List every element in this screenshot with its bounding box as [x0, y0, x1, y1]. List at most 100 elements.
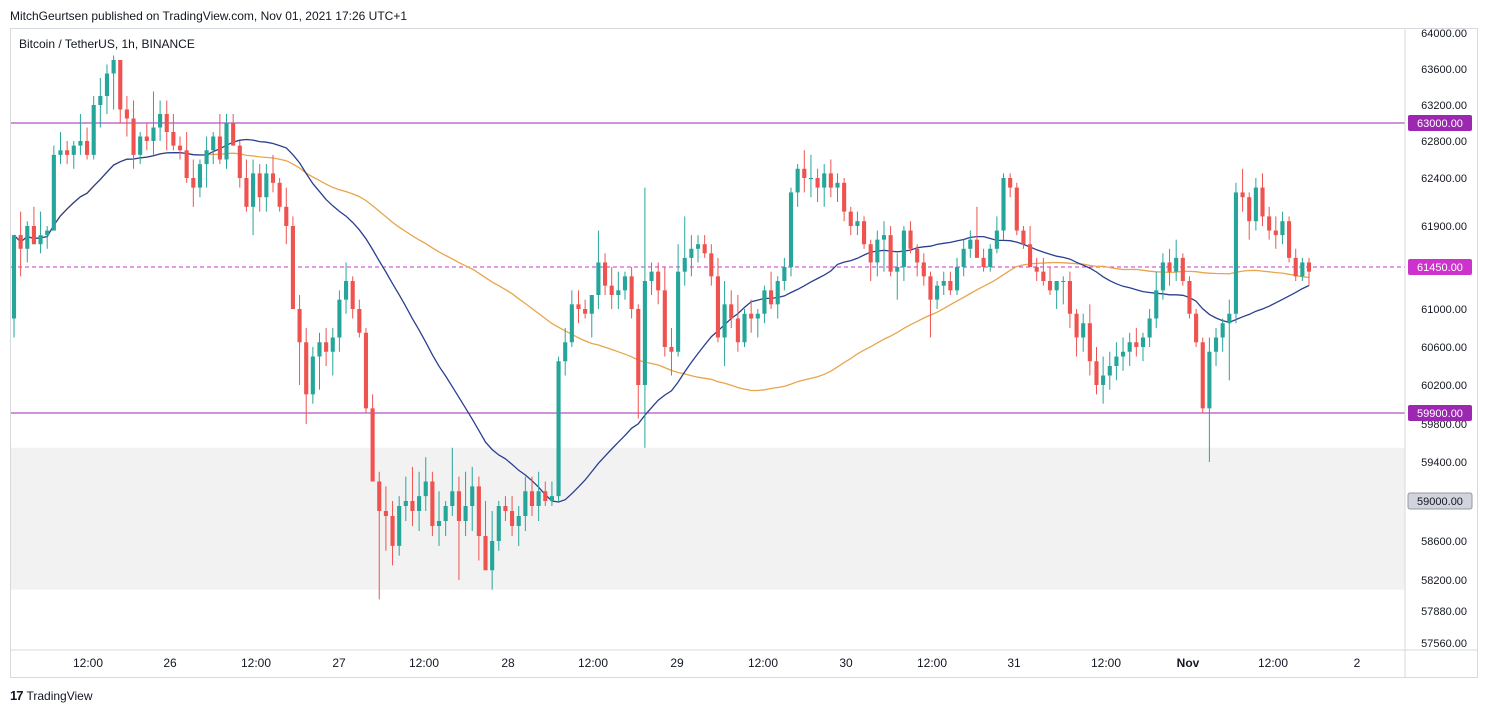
- candle-body: [702, 244, 707, 254]
- candle-body: [1180, 257, 1185, 281]
- candle: [1067, 271, 1072, 328]
- candle: [1207, 337, 1212, 462]
- candle: [118, 60, 123, 123]
- candle: [84, 127, 90, 160]
- candle-body: [1034, 267, 1039, 272]
- candle-body: [476, 486, 481, 536]
- candle-body: [317, 342, 322, 357]
- candle-body: [224, 123, 229, 160]
- price-label-text: 59000.00: [1417, 496, 1463, 508]
- x-tick-label: 28: [501, 656, 515, 670]
- candle-body: [1293, 257, 1298, 277]
- candle-body: [71, 145, 76, 155]
- candle-body: [649, 271, 654, 281]
- candle-body: [1287, 221, 1292, 258]
- candle-body: [875, 239, 880, 263]
- y-tick-label: 63600.00: [1421, 64, 1467, 76]
- y-tick-label: 62400.00: [1421, 173, 1467, 185]
- candle: [343, 262, 349, 314]
- candle-body: [1240, 192, 1245, 198]
- candle: [569, 290, 574, 347]
- candle: [1120, 337, 1126, 371]
- candle: [217, 114, 222, 165]
- candle-body: [1273, 230, 1278, 236]
- candle: [65, 141, 70, 165]
- candle-body: [1154, 290, 1159, 319]
- x-tick-label: 12:00: [1091, 656, 1121, 670]
- candle: [1041, 257, 1046, 286]
- candle-body: [695, 244, 701, 249]
- x-tick-label: 29: [670, 656, 684, 670]
- price-label-text: 61450.00: [1417, 262, 1463, 274]
- candle-body: [1194, 313, 1199, 343]
- candle-body: [1140, 337, 1146, 347]
- x-tick-label: 27: [332, 656, 346, 670]
- candle: [656, 262, 661, 305]
- candle-body: [543, 491, 548, 501]
- candle-body: [569, 304, 574, 343]
- candle-body: [237, 145, 242, 178]
- candle: [563, 328, 568, 376]
- candle: [536, 471, 541, 521]
- candle-body: [689, 248, 694, 258]
- candle-body: [31, 226, 36, 245]
- candle-body: [609, 285, 614, 295]
- candle-body: [1220, 323, 1225, 338]
- candle-body: [450, 491, 455, 506]
- candle: [144, 123, 149, 151]
- candle-body: [1306, 262, 1312, 272]
- candle: [463, 471, 468, 536]
- candle-body: [868, 244, 873, 263]
- y-tick-label: 63200.00: [1421, 100, 1467, 112]
- moving-average-slow: [13, 138, 1310, 503]
- candle: [616, 271, 621, 309]
- moving-average-fast: [13, 151, 1310, 392]
- y-tick-label: 58200.00: [1421, 575, 1467, 587]
- candle-body: [1114, 356, 1119, 366]
- candle-body: [1047, 281, 1053, 291]
- candle-body: [1207, 351, 1212, 409]
- candle-body: [1160, 262, 1165, 291]
- candle-body: [436, 521, 442, 526]
- candle-body: [762, 290, 767, 314]
- candle: [317, 332, 322, 390]
- candle: [662, 267, 667, 357]
- candle-body: [1247, 197, 1252, 222]
- publisher-line: MitchGeurtsen published on TradingView.c…: [10, 9, 408, 23]
- candle: [310, 347, 315, 404]
- candle: [901, 226, 906, 281]
- candle: [430, 471, 435, 536]
- candle-body: [676, 271, 681, 352]
- candle: [450, 447, 455, 516]
- candle: [609, 267, 614, 309]
- price-label-59000: 59000.00: [1407, 492, 1473, 510]
- candle-body: [377, 481, 382, 511]
- candle-body: [244, 178, 249, 207]
- candle-body: [131, 118, 136, 155]
- tradingview-brand[interactable]: 17 TradingView: [10, 688, 93, 703]
- candle: [403, 476, 408, 521]
- candle-body: [51, 154, 56, 231]
- candle: [842, 178, 847, 222]
- candle-body: [58, 150, 63, 155]
- candle-body: [1280, 221, 1285, 236]
- candle: [211, 132, 216, 165]
- candle-body: [1233, 192, 1239, 314]
- candle: [1001, 173, 1006, 240]
- candle: [523, 476, 528, 531]
- y-tick-label: 59400.00: [1421, 457, 1467, 469]
- candle: [131, 100, 136, 169]
- candle-body: [337, 299, 342, 338]
- support-zone: [11, 447, 1405, 590]
- candle: [1014, 182, 1019, 236]
- candle-body: [350, 281, 355, 309]
- candle: [815, 168, 820, 202]
- candle-body: [310, 356, 315, 395]
- candle-body: [1001, 178, 1006, 231]
- candle: [490, 511, 495, 590]
- candle-body: [788, 192, 794, 267]
- candle: [91, 96, 96, 160]
- candle: [968, 230, 973, 258]
- y-tick-label: 60600.00: [1421, 342, 1467, 354]
